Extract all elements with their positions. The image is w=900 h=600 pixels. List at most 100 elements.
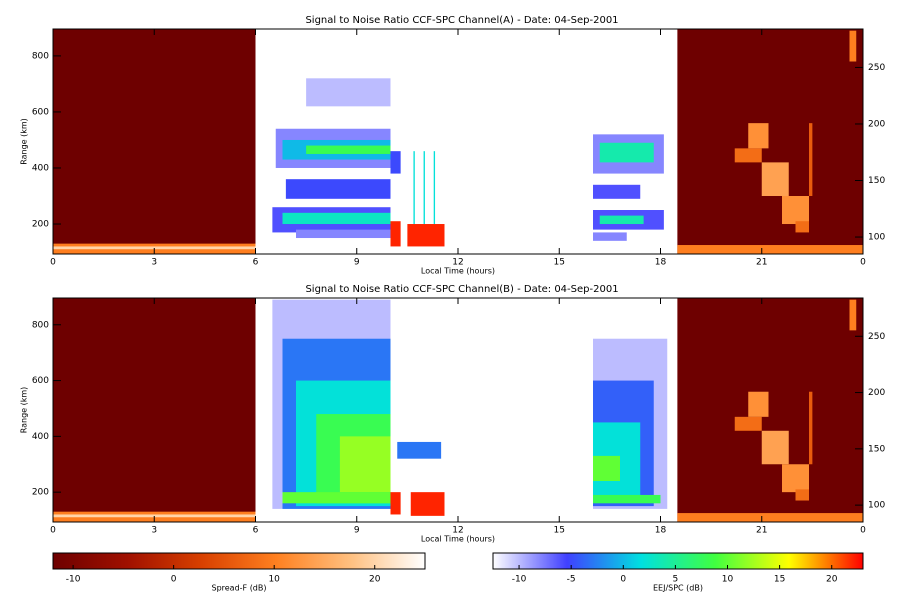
snr-cell (734, 148, 762, 163)
snr-cell (748, 391, 769, 417)
snr-cell (397, 441, 442, 459)
snr-cell (433, 151, 436, 225)
snr-cell (282, 212, 391, 225)
snr-cell (296, 229, 391, 239)
colorbar-label: Spread-F (dB) (211, 584, 266, 593)
y-tick-label: 800 (32, 320, 49, 330)
x-tick-label: 21 (756, 258, 767, 268)
x-tick-label: 15 (554, 258, 565, 268)
snr-cell (410, 492, 445, 516)
snr-cell (593, 494, 661, 504)
x-tick-label: 12 (452, 258, 463, 268)
snr-cell (53, 29, 256, 254)
snr-cell (413, 151, 415, 225)
snr-cell (809, 123, 813, 196)
colorbar-tick-label: -10 (512, 575, 527, 585)
snr-cell (748, 123, 769, 149)
snr-cell (599, 215, 644, 225)
colorbar-tick-label: 20 (826, 575, 838, 585)
y2-tick-label: 200 (868, 388, 885, 398)
snr-cell (407, 224, 445, 247)
colorbar (492, 552, 864, 570)
snr-cell (849, 299, 857, 331)
plot-area (53, 29, 863, 254)
x-tick-label: 9 (354, 526, 360, 536)
y-tick-label: 800 (32, 51, 49, 61)
colorbar-tick-label: 5 (673, 575, 679, 585)
x-tick-label: 0 (860, 526, 866, 536)
chart-title: Signal to Noise Ratio CCF-SPC Channel(A)… (305, 15, 618, 26)
y-tick-label: 400 (32, 163, 49, 173)
snr-cell (761, 430, 789, 465)
snr-cell (599, 142, 654, 163)
y2-tick-label: 250 (868, 332, 885, 342)
x-axis-label: Local Time (hours) (421, 267, 495, 276)
colorbar-tick-label: 10 (268, 575, 280, 585)
snr-cell (593, 232, 627, 241)
x-tick-label: 15 (554, 526, 565, 536)
x-tick-label: 18 (655, 258, 667, 268)
snr-cell (423, 151, 425, 225)
snr-cell (285, 179, 391, 199)
colorbar-tick-label: 15 (774, 575, 785, 585)
x-tick-label: 0 (860, 258, 866, 268)
x-tick-label: 21 (756, 526, 767, 536)
y-tick-label: 400 (32, 432, 49, 442)
y2-tick-label: 200 (868, 119, 885, 129)
snr-cell (53, 514, 256, 518)
colorbar-label: EEJ/SPC (dB) (653, 584, 703, 593)
snr-cell (677, 245, 863, 254)
x-tick-label: 9 (354, 258, 360, 268)
y2-tick-label: 150 (868, 176, 885, 186)
colorbar-tick-label: 10 (722, 575, 734, 585)
x-tick-label: 6 (253, 258, 259, 268)
snr-cell (795, 221, 809, 233)
y-axis-label: Range (km) (20, 118, 29, 165)
snr-cell (677, 513, 863, 522)
colorbar (52, 552, 426, 570)
x-tick-label: 0 (50, 526, 56, 536)
x-axis-label: Local Time (hours) (421, 535, 495, 544)
x-tick-label: 6 (253, 526, 259, 536)
x-tick-label: 3 (151, 258, 157, 268)
y-tick-label: 600 (32, 107, 49, 117)
snr-cell (390, 221, 401, 247)
snr-cell (390, 492, 401, 515)
snr-cell (53, 298, 256, 522)
y-tick-label: 600 (32, 376, 49, 386)
colorbar-tick-label: 0 (620, 575, 626, 585)
snr-cell (282, 492, 391, 504)
y2-tick-label: 250 (868, 63, 885, 73)
snr-cell (782, 195, 809, 225)
plot-area (53, 298, 863, 522)
snr-cell (53, 246, 256, 250)
y2-tick-label: 150 (868, 444, 885, 454)
y2-tick-label: 100 (868, 233, 885, 243)
y-tick-label: 200 (32, 220, 49, 230)
snr-cell (761, 162, 789, 196)
snr-cell (306, 78, 391, 107)
snr-cell (782, 464, 809, 493)
y-tick-label: 200 (32, 488, 49, 498)
snr-cell (677, 298, 863, 522)
snr-cell (339, 436, 391, 493)
snr-cell (593, 184, 641, 199)
snr-cell (809, 391, 813, 465)
x-tick-label: 0 (50, 258, 56, 268)
snr-cell (390, 151, 401, 174)
x-tick-label: 18 (655, 526, 667, 536)
colorbar-tick-label: 20 (369, 575, 381, 585)
snr-cell (795, 489, 809, 501)
snr-cell (593, 455, 620, 481)
y-axis-label: Range (km) (20, 387, 29, 434)
x-tick-label: 3 (151, 526, 157, 536)
colorbar-tick-label: -5 (567, 575, 576, 585)
snr-cell (849, 30, 857, 62)
chart-title: Signal to Noise Ratio CCF-SPC Channel(B)… (305, 284, 618, 295)
snr-cell (677, 29, 863, 254)
colorbar-tick-label: -10 (66, 575, 81, 585)
y2-tick-label: 100 (868, 501, 885, 511)
snr-cell (306, 145, 391, 154)
colorbar-tick-label: 0 (171, 575, 177, 585)
